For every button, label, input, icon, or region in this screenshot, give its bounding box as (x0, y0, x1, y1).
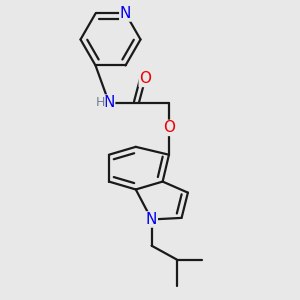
Text: N: N (146, 212, 157, 227)
Text: N: N (120, 6, 131, 21)
Text: H: H (95, 96, 105, 109)
Text: O: O (139, 71, 151, 86)
Text: O: O (163, 120, 175, 135)
Text: N: N (103, 95, 115, 110)
